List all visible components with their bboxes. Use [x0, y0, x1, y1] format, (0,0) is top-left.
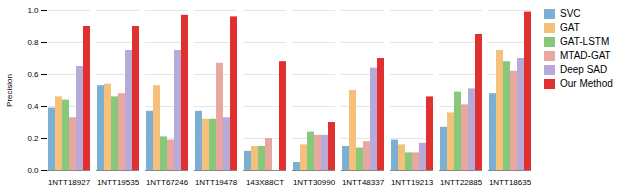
svg-text:0.8: 0.8: [27, 38, 39, 47]
html-text:Deep SAD: Deep SAD: [560, 64, 608, 75]
svg-text:0.0: 0.0: [27, 166, 39, 175]
html-text:MTAD-GAT: MTAD-GAT: [560, 50, 611, 61]
svg-text:1NTT22885: 1NTT22885: [440, 178, 483, 187]
html-text:GAT: GAT: [560, 22, 580, 33]
svg-text:1NTT19535: 1NTT19535: [97, 178, 140, 187]
svg-text:1NTT67246: 1NTT67246: [146, 178, 189, 187]
svg-text:143X88CT: 143X88CT: [246, 178, 284, 187]
html-text:Our Method: Our Method: [560, 78, 613, 89]
svg-text:1NTT19213: 1NTT19213: [391, 178, 434, 187]
svg-text:1NTT18927: 1NTT18927: [48, 178, 91, 187]
svg-text:1NTT30990: 1NTT30990: [293, 178, 336, 187]
svg-text:1NTT48337: 1NTT48337: [342, 178, 385, 187]
svg-text:0.6: 0.6: [27, 70, 39, 79]
svg-text:1NTT19478: 1NTT19478: [195, 178, 238, 187]
svg-text:Precision: Precision: [5, 74, 14, 107]
html-text:SVC: SVC: [560, 8, 581, 19]
html-text:GAT-LSTM: GAT-LSTM: [560, 36, 610, 47]
svg-text:0.2: 0.2: [27, 134, 39, 143]
svg-text:0.4: 0.4: [27, 102, 39, 111]
svg-text:1.0: 1.0: [27, 6, 39, 15]
svg-text:1NTT18635: 1NTT18635: [489, 178, 532, 187]
